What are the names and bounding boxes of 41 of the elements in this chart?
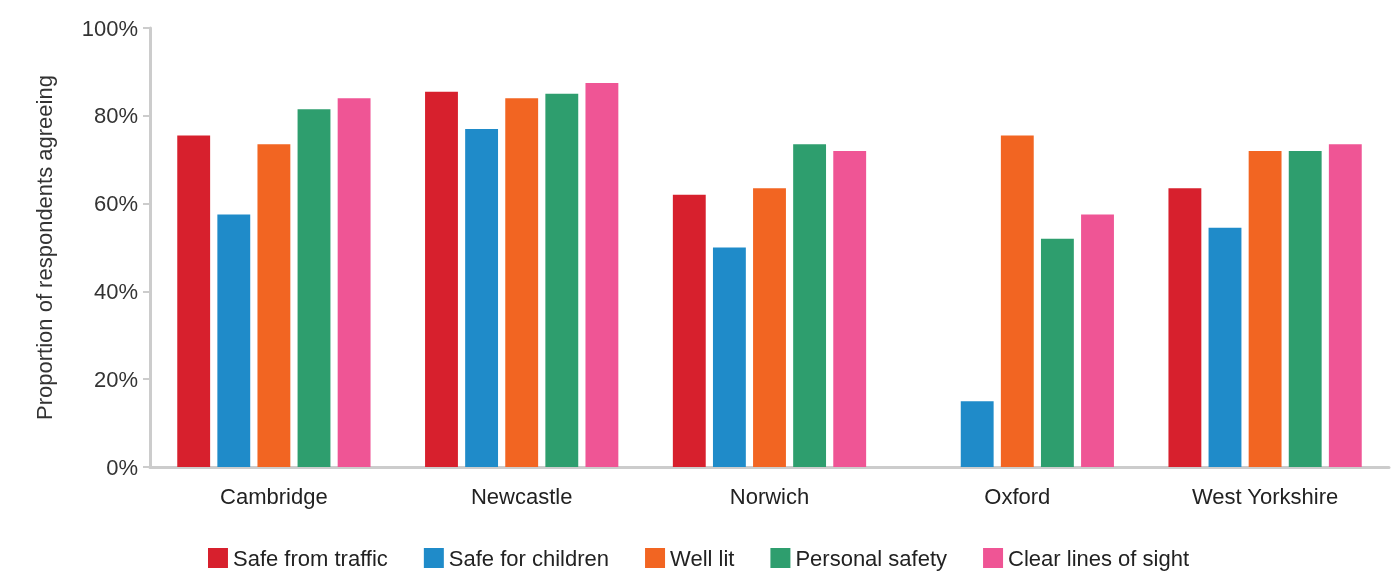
bar [425,91,458,467]
bar [1208,227,1242,467]
bar [833,150,867,467]
bar [1328,144,1362,467]
x-tick-label: West Yorkshire [1191,483,1339,509]
bar [1248,150,1282,467]
bar [545,93,579,467]
bar [960,401,994,467]
y-tick-label: 20% [93,366,138,392]
y-tick-label: 100% [81,15,138,41]
x-tick-label: Cambridge [220,483,328,509]
bar [1000,135,1034,467]
y-tick-label: 0% [106,454,138,480]
bar [297,109,331,467]
x-tick-label: Oxford [984,483,1051,509]
bar [585,82,619,467]
bar [1081,214,1114,467]
bar [217,214,251,467]
bar [337,98,371,467]
y-axis-title: Proportion of respondents agreeing [31,75,57,420]
bar [1288,150,1322,467]
bar [793,144,827,467]
bar [465,128,499,467]
bar [1168,188,1202,467]
bar [177,135,211,467]
bar [712,247,746,467]
bar [505,98,539,467]
y-tick-label: 40% [93,278,138,304]
legend-label: Safe for children [448,545,610,571]
x-tick-label: Norwich [729,483,810,509]
legend-label: Clear lines of sight [1008,545,1190,571]
bar [672,194,706,467]
y-tick-label: 80% [93,103,138,129]
legend-label: Well lit [670,545,735,571]
bar [1040,238,1074,467]
y-tick-label: 60% [93,191,138,217]
bar [257,144,291,467]
legend-label: Personal safety [795,545,948,571]
x-tick-label: Newcastle [470,483,573,509]
bar [753,188,786,467]
legend-label: Safe from traffic [232,545,388,571]
